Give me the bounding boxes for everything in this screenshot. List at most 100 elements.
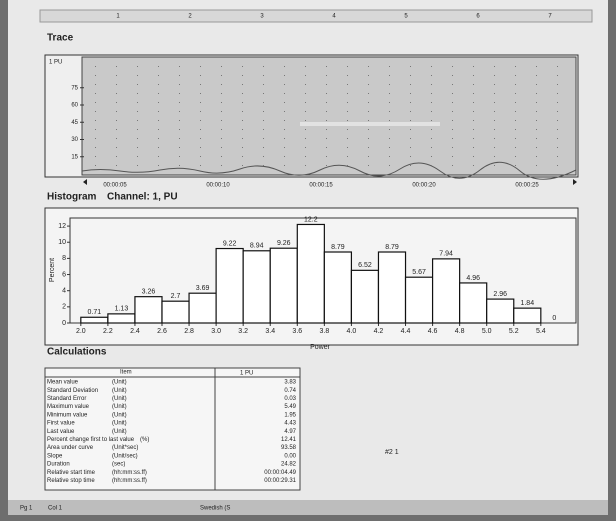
grid-dot <box>515 102 516 103</box>
table-unit: (Unit) <box>112 380 127 386</box>
grid-dot <box>494 147 495 148</box>
grid-dot <box>494 120 495 121</box>
grid-dot <box>536 66 537 67</box>
table-unit: (Unit*sec) <box>112 445 138 451</box>
grid-dot <box>221 102 222 103</box>
grid-dot <box>536 93 537 94</box>
grid-dot <box>242 75 243 76</box>
table-value: 00:00:29.31 <box>264 478 296 484</box>
grid-dot <box>179 165 180 166</box>
data-label: 8.79 <box>385 244 399 251</box>
grid-dot <box>200 138 201 139</box>
table-header: 1 PU <box>240 371 253 377</box>
y-axis-label: Percent <box>49 258 56 282</box>
grid-dot <box>473 156 474 157</box>
grid-dot <box>263 84 264 85</box>
grid-dot <box>95 75 96 76</box>
grid-dot <box>473 75 474 76</box>
grid-dot <box>179 93 180 94</box>
grid-dot <box>410 165 411 166</box>
grid-dot <box>305 66 306 67</box>
grid-dot <box>389 156 390 157</box>
grid-dot <box>137 129 138 130</box>
grid-dot <box>557 102 558 103</box>
bar <box>324 252 351 323</box>
grid-dot <box>473 147 474 148</box>
grid-dot <box>116 138 117 139</box>
grid-dot <box>200 120 201 121</box>
bar <box>135 297 162 323</box>
status-bar <box>8 500 608 515</box>
grid-dot <box>389 84 390 85</box>
grid-dot <box>452 156 453 157</box>
grid-dot <box>95 102 96 103</box>
grid-dot <box>95 84 96 85</box>
grid-dot <box>410 120 411 121</box>
grid-dot <box>473 129 474 130</box>
y-tick-label: 8 <box>62 255 66 262</box>
grid-dot <box>368 129 369 130</box>
table-unit: (Unit) <box>112 396 127 402</box>
bar <box>514 308 541 323</box>
grid-dot <box>515 75 516 76</box>
grid-dot <box>431 165 432 166</box>
grid-dot <box>347 156 348 157</box>
x-tick-label: 00:00:25 <box>515 183 539 189</box>
table-item: Relative stop time <box>47 478 95 484</box>
grid-dot <box>116 102 117 103</box>
status-item: Swedish (S <box>200 506 230 512</box>
data-label: 7.94 <box>439 251 453 258</box>
data-label: 0.71 <box>88 309 102 316</box>
grid-dot <box>263 147 264 148</box>
grid-dot <box>221 66 222 67</box>
grid-dot <box>95 147 96 148</box>
grid-dot <box>515 147 516 148</box>
table-unit: (Unit) <box>112 388 127 394</box>
table-item: Last value <box>47 429 75 435</box>
table-unit: (sec) <box>112 462 125 468</box>
data-label: 6.52 <box>358 262 372 269</box>
grid-dot <box>158 129 159 130</box>
bar <box>487 299 514 323</box>
grid-dot <box>221 75 222 76</box>
grid-dot <box>431 156 432 157</box>
grid-dot <box>200 156 201 157</box>
grid-dot <box>557 93 558 94</box>
grid-dot <box>116 147 117 148</box>
grid-dot <box>557 147 558 148</box>
grid-dot <box>263 129 264 130</box>
grid-dot <box>242 111 243 112</box>
bar <box>460 283 487 323</box>
table-value: 4.43 <box>284 421 296 427</box>
data-label: 9.26 <box>277 240 291 247</box>
grid-dot <box>263 120 264 121</box>
grid-dot <box>515 138 516 139</box>
grid-dot <box>515 156 516 157</box>
grid-dot <box>368 66 369 67</box>
grid-dot <box>473 84 474 85</box>
grid-dot <box>179 156 180 157</box>
table-unit: (%) <box>140 437 149 443</box>
grid-dot <box>473 102 474 103</box>
grid-dot <box>305 84 306 85</box>
grid-dot <box>284 102 285 103</box>
y-tick-label: 60 <box>71 103 78 109</box>
grid-dot <box>389 75 390 76</box>
grid-dot <box>452 138 453 139</box>
trace-channel-label: 1 PU <box>49 60 62 66</box>
table-item: Mean value <box>47 380 79 386</box>
grid-dot <box>284 75 285 76</box>
table-value: 0.74 <box>284 388 296 394</box>
grid-dot <box>431 93 432 94</box>
grid-dot <box>137 120 138 121</box>
grid-dot <box>452 147 453 148</box>
status-item: Pg 1 <box>20 506 33 512</box>
grid-dot <box>284 84 285 85</box>
grid-dot <box>200 129 201 130</box>
grid-dot <box>95 138 96 139</box>
grid-dot <box>158 111 159 112</box>
grid-dot <box>515 111 516 112</box>
table-item: Minimum value <box>47 412 88 418</box>
grid-dot <box>221 93 222 94</box>
grid-dot <box>473 93 474 94</box>
